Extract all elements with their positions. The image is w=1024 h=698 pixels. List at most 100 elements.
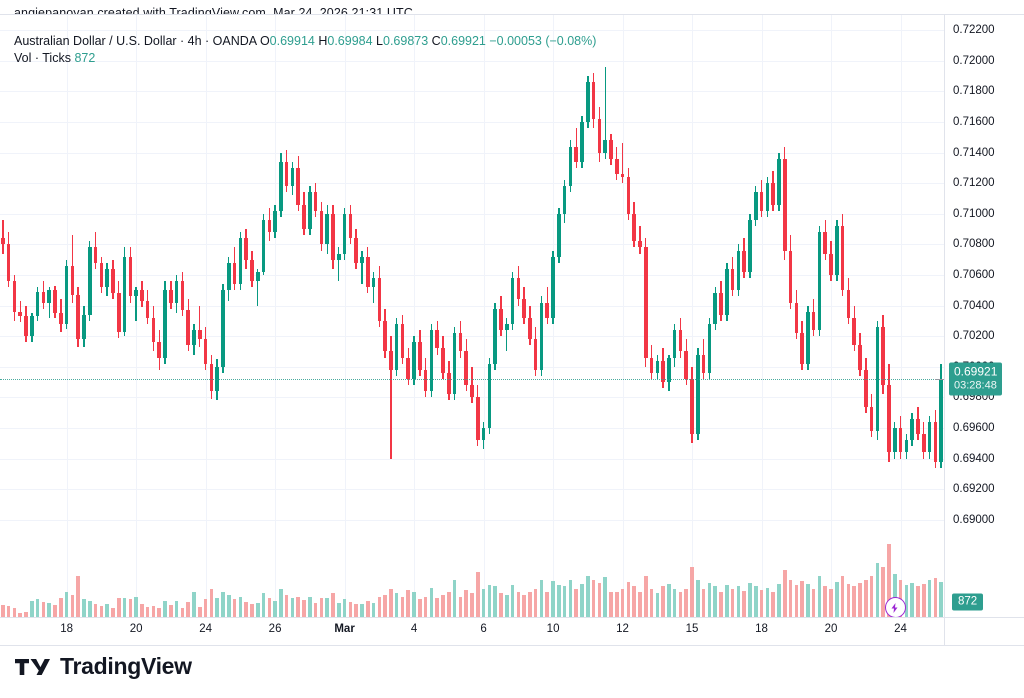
- candle-body: [337, 253, 341, 260]
- candle-wick: [257, 268, 259, 306]
- candle-body: [649, 357, 654, 373]
- volume-bar: [829, 588, 833, 617]
- volume-bar: [128, 599, 133, 617]
- volume-bar: [881, 567, 885, 617]
- volume-bar: [64, 592, 69, 617]
- time-tick-label: 4: [410, 623, 418, 635]
- candle-body: [487, 363, 492, 428]
- volume-bar: [76, 576, 80, 617]
- volume-bar: [707, 582, 712, 617]
- time-tick-label: 6: [480, 623, 487, 635]
- volume-bar: [487, 584, 492, 617]
- volume-bar: [470, 593, 474, 617]
- candle-body: [696, 354, 700, 435]
- volume-bar: [568, 580, 573, 617]
- candlestick-series: [0, 15, 944, 617]
- candle-wick: [2, 219, 4, 254]
- candle-wick: [604, 67, 606, 159]
- volume-bar: [412, 591, 416, 617]
- candle-body: [898, 427, 903, 453]
- volume-bar: [551, 581, 555, 617]
- candle-wick: [338, 247, 340, 282]
- volume-bar: [742, 590, 746, 617]
- volume-bar: [337, 602, 341, 617]
- candle-body: [742, 250, 746, 272]
- candle-body: [753, 192, 758, 220]
- candle-body: [586, 82, 590, 123]
- price-tick-label: 0.69200: [953, 483, 995, 496]
- candle-body: [174, 281, 179, 303]
- volume-badge: 872: [952, 593, 984, 611]
- candle-body: [910, 418, 914, 441]
- volume-bar: [603, 576, 607, 617]
- candle-wick: [621, 143, 624, 184]
- candle-body: [736, 250, 741, 291]
- candle-body: [632, 213, 636, 242]
- time-axis[interactable]: 18202426Mar4610121518202426: [0, 618, 976, 646]
- candle-body: [470, 385, 474, 398]
- grid-line-vertical: [484, 15, 485, 617]
- candle-body: [852, 317, 857, 346]
- volume-bar: [753, 586, 758, 617]
- legend-close-value: 0.69921: [440, 34, 486, 48]
- candle-body: [892, 427, 897, 453]
- candle-wick: [471, 366, 473, 404]
- volume-bar: [111, 608, 115, 617]
- candle-body: [788, 250, 793, 303]
- volume-bar: [464, 589, 468, 617]
- grid-line-horizontal: [0, 489, 944, 491]
- legend-low-label: L: [376, 34, 383, 48]
- volume-bar: [180, 607, 185, 617]
- volume-bar: [53, 604, 57, 617]
- candle-body: [82, 314, 86, 340]
- time-tick-label: Mar: [334, 623, 355, 635]
- candle-body: [921, 434, 926, 453]
- candle-body: [452, 333, 457, 395]
- candle-wick: [639, 226, 641, 254]
- volume-bar: [591, 580, 596, 617]
- volume-bar: [557, 584, 561, 617]
- price-axis[interactable]: 0.72200 0.72000 0.71800 0.71600 0.71400 0.712…: [944, 14, 1024, 618]
- last-price-line: [0, 378, 944, 380]
- realtime-bolt-icon[interactable]: [884, 597, 906, 617]
- time-tick-label: 20: [129, 623, 143, 635]
- grid-line-horizontal: [0, 183, 944, 185]
- legend-symbol[interactable]: Australian Dollar / U.S. Dollar · 4h · O…: [14, 34, 257, 48]
- time-tick-label: 15: [685, 623, 699, 635]
- legend-volume-value: 872: [74, 51, 96, 65]
- candle-body: [35, 291, 40, 317]
- legend-main-row: Australian Dollar / U.S. Dollar · 4h · O…: [14, 33, 596, 50]
- volume-bar: [736, 585, 741, 617]
- volume-bar: [163, 600, 167, 617]
- volume-bar: [840, 576, 845, 617]
- volume-bar: [661, 586, 665, 617]
- volume-bar: [383, 594, 387, 617]
- volume-bar: [215, 597, 219, 617]
- volume-bar: [794, 584, 799, 617]
- volume-bar: [748, 582, 752, 617]
- volume-bar: [47, 602, 51, 617]
- candle-body: [864, 369, 868, 407]
- candle-body: [881, 327, 885, 386]
- volume-bar: [649, 588, 654, 617]
- legend-volume-title[interactable]: Vol · Ticks: [14, 51, 71, 65]
- price-tick-label: 0.72200: [953, 24, 995, 37]
- volume-bar: [562, 586, 567, 617]
- volume-bar: [626, 582, 631, 617]
- candle-body: [290, 167, 295, 187]
- volume-bar: [533, 588, 538, 617]
- volume-bar: [597, 582, 602, 617]
- volume-bar: [864, 580, 868, 617]
- candle-body: [279, 161, 283, 211]
- volume-bar: [510, 584, 515, 617]
- volume-bar: [99, 606, 104, 617]
- volume-bar: [701, 588, 706, 617]
- candle-body: [30, 316, 34, 337]
- candle-body: [157, 342, 162, 358]
- volume-bar: [389, 588, 393, 617]
- candle-body: [678, 330, 683, 352]
- volume-bar: [835, 582, 839, 617]
- volume-bar: [151, 606, 156, 617]
- volume-bar: [800, 581, 804, 617]
- chart-pane[interactable]: Australian Dollar / U.S. Dollar · 4h · O…: [0, 14, 944, 618]
